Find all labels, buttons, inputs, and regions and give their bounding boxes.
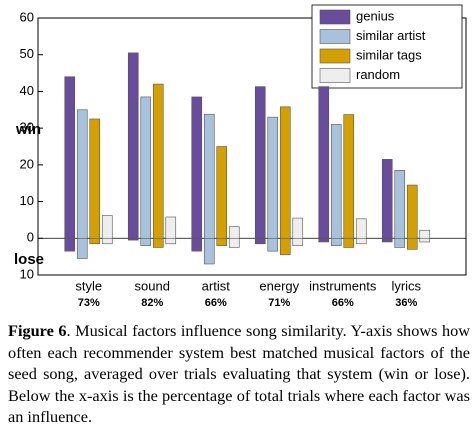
win-bar [101,215,113,239]
y-tick-label: 50 [20,46,34,61]
win-bar [216,146,228,239]
lose-bar [355,237,367,245]
caption-text: . Musical factors influence song similar… [8,321,470,426]
caption-label: Figure 6 [8,321,67,340]
category-note: 66% [332,297,354,309]
lose-bar [64,237,76,252]
x-tick-label: energy [259,278,299,293]
lose-bar [216,237,228,246]
lose-bar [254,237,266,245]
y-tick-label: 10 [20,193,34,208]
caption: Figure 6. Musical factors influence song… [8,320,470,428]
win-bar [127,52,139,239]
legend-swatch [319,29,351,44]
win-bar [406,184,418,239]
legend-swatch [319,68,351,83]
x-tick-label: instruments [309,278,377,293]
y-tick-label: 10 [20,266,34,281]
legend-swatch [319,48,351,64]
category-note: 36% [395,297,417,309]
lose-bar [343,237,355,248]
win-bar [343,114,355,239]
y-tick-label: 60 [20,9,34,24]
y-tick-label: 20 [20,156,34,171]
lose-bar [394,237,406,248]
lose-bar [165,237,177,245]
y-tick-label: 30 [20,120,34,135]
x-tick-label: artist [202,278,231,293]
lose-bar [267,237,279,252]
legend-label: similar tags [356,47,422,62]
lose-bar [318,237,330,243]
lose-bar [406,237,418,250]
win-bar [191,96,203,239]
lose-bar [203,237,215,265]
chart: win lose 10 0 10 20 30 40 50 60 style 73% sound 82%… [14,4,467,309]
win-bar [394,170,406,239]
category-note: 73% [78,297,100,309]
legend-label: genius [356,8,395,23]
win-bar [419,229,431,239]
y-tick-label: 40 [20,83,34,98]
win-bar [140,96,152,239]
win-bar [292,217,304,239]
lose-bar [101,237,113,245]
category-note: 82% [141,297,163,309]
win-bar [152,83,164,239]
legend-swatch [319,9,351,25]
win-bar [89,118,101,239]
x-tick-label: lyrics [391,278,421,293]
win-bar [64,76,76,239]
lose-bar [279,237,291,256]
lose-bar [76,237,88,259]
win-bar [318,86,330,239]
lose-bar [419,237,431,243]
x-tick-label: style [75,278,102,293]
win-bar [355,218,367,239]
win-label: win [15,121,41,138]
win-bar [165,216,177,239]
win-bar [228,226,240,239]
win-bar [254,86,266,239]
category-note: 71% [268,297,290,309]
y-tick-label: 0 [27,230,34,245]
plot-frame [37,17,467,276]
win-bar [203,113,215,239]
lose-bar [191,237,203,252]
lose-bar [140,237,152,246]
lose-bar [228,237,240,248]
win-bar [76,109,88,239]
lose-bar [127,237,139,241]
lose-bar [152,237,164,248]
win-bar [330,124,342,239]
lose-bar [292,237,304,246]
legend-label: random [356,67,400,82]
win-bar [267,116,279,239]
x-tick-label: sound [135,278,170,293]
win-bar [381,159,393,239]
win-bar [279,106,291,239]
lose-bar [381,237,393,243]
legend-label: similar artist [356,28,426,43]
lose-bar [330,237,342,246]
lose-label: lose [14,251,44,268]
category-note: 66% [205,297,227,309]
lose-bar [89,237,101,245]
